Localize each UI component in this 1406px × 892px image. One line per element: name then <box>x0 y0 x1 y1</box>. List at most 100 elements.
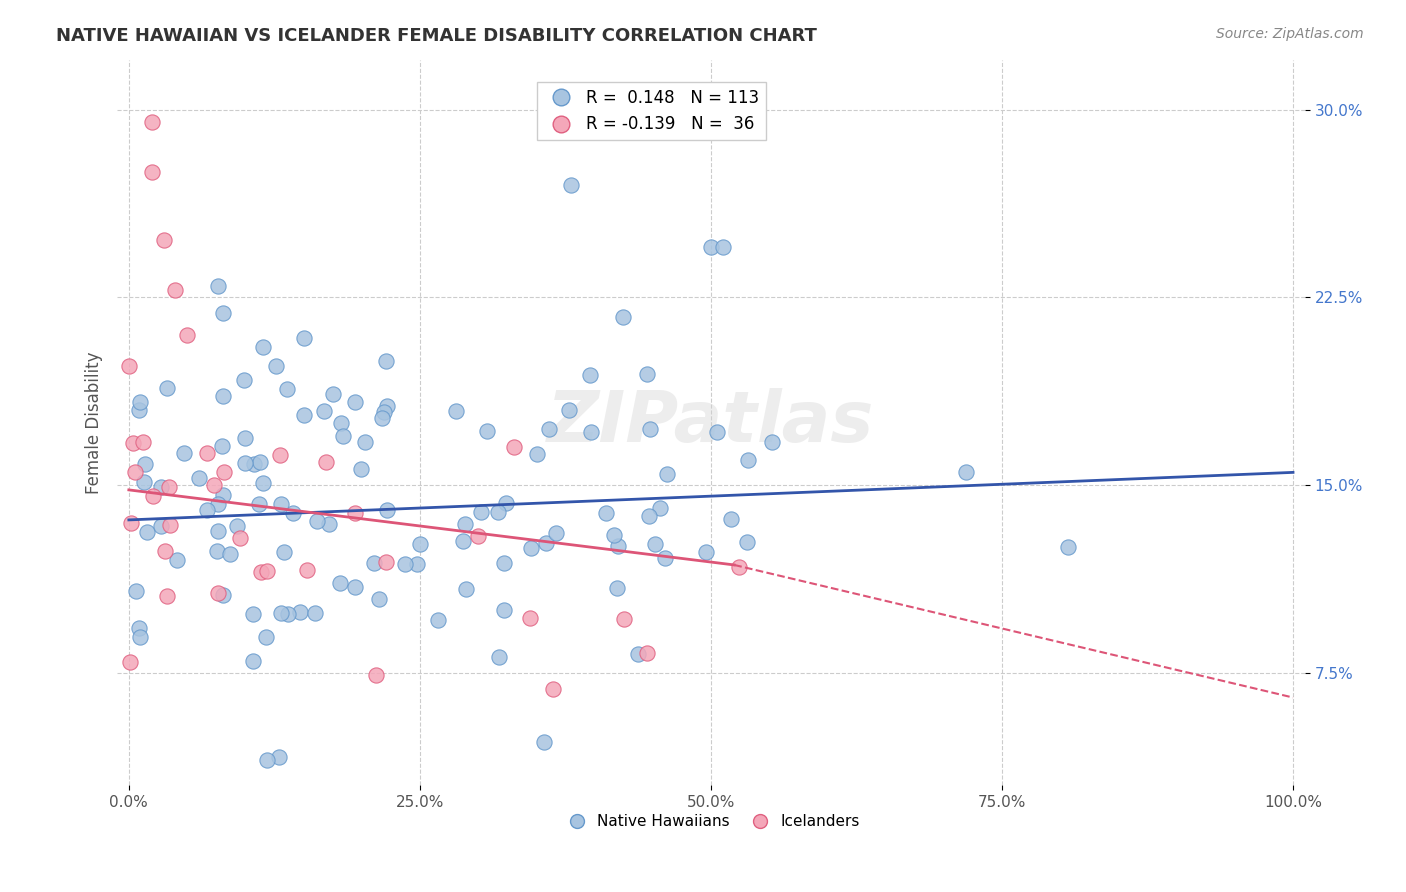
Icelanders <box>214 465 236 479</box>
Icelanders <box>269 448 291 462</box>
Native Hawaiians <box>644 536 666 550</box>
Point <box>711 240 734 254</box>
Native Hawaiians <box>195 502 218 516</box>
Icelanders <box>141 165 163 179</box>
Native Hawaiians <box>128 630 150 644</box>
Native Hawaiians <box>354 434 377 449</box>
Native Hawaiians <box>655 467 678 481</box>
Native Hawaiians <box>132 475 155 489</box>
Icelanders <box>152 233 174 247</box>
Native Hawaiians <box>470 505 492 519</box>
Native Hawaiians <box>648 501 671 516</box>
Native Hawaiians <box>486 505 509 519</box>
Native Hawaiians <box>526 448 548 462</box>
Native Hawaiians <box>129 395 152 409</box>
Native Hawaiians <box>128 622 150 636</box>
Native Hawaiians <box>270 606 292 620</box>
Native Hawaiians <box>638 508 661 523</box>
Icelanders <box>636 646 658 660</box>
Native Hawaiians <box>488 649 510 664</box>
Native Hawaiians <box>706 425 728 439</box>
Icelanders <box>202 477 225 491</box>
Native Hawaiians <box>720 511 742 525</box>
Native Hawaiians <box>136 524 159 539</box>
Native Hawaiians <box>283 506 305 520</box>
Icelanders <box>374 555 396 569</box>
Native Hawaiians <box>149 518 172 533</box>
Native Hawaiians <box>314 404 336 418</box>
Native Hawaiians <box>579 368 602 383</box>
Native Hawaiians <box>304 606 326 620</box>
Icelanders <box>159 517 181 532</box>
Native Hawaiians <box>546 526 568 541</box>
Native Hawaiians <box>276 382 298 396</box>
Native Hawaiians <box>603 528 626 542</box>
Icelanders <box>541 681 564 696</box>
Native Hawaiians <box>344 394 367 409</box>
Text: NATIVE HAWAIIAN VS ICELANDER FEMALE DISABILITY CORRELATION CHART: NATIVE HAWAIIAN VS ICELANDER FEMALE DISA… <box>56 27 817 45</box>
Native Hawaiians <box>322 387 344 401</box>
Native Hawaiians <box>207 543 229 558</box>
Native Hawaiians <box>173 446 195 460</box>
Native Hawaiians <box>269 749 291 764</box>
Native Hawaiians <box>242 607 264 621</box>
Native Hawaiians <box>226 518 249 533</box>
Native Hawaiians <box>427 613 450 627</box>
Native Hawaiians <box>363 557 385 571</box>
Native Hawaiians <box>166 553 188 567</box>
Native Hawaiians <box>125 584 148 599</box>
Native Hawaiians <box>761 434 783 449</box>
Native Hawaiians <box>270 497 292 511</box>
Icelanders <box>366 668 388 682</box>
Icelanders <box>207 586 229 600</box>
Native Hawaiians <box>394 558 416 572</box>
Icelanders <box>613 612 636 626</box>
Native Hawaiians <box>207 524 229 539</box>
Native Hawaiians <box>233 456 256 470</box>
Icelanders <box>343 506 366 520</box>
Native Hawaiians <box>249 455 271 469</box>
Native Hawaiians <box>252 340 274 354</box>
Native Hawaiians <box>494 603 516 617</box>
Native Hawaiians <box>349 462 371 476</box>
Native Hawaiians <box>371 410 394 425</box>
Native Hawaiians <box>373 405 395 419</box>
Native Hawaiians <box>375 399 398 413</box>
Native Hawaiians <box>256 753 278 767</box>
Native Hawaiians <box>654 550 676 565</box>
Native Hawaiians <box>232 373 254 387</box>
Icelanders <box>157 480 180 494</box>
Native Hawaiians <box>454 516 477 531</box>
Native Hawaiians <box>595 506 617 520</box>
Native Hawaiians <box>211 439 233 453</box>
Legend: Native Hawaiians, Icelanders: Native Hawaiians, Icelanders <box>555 808 866 836</box>
Icelanders <box>467 529 489 543</box>
Icelanders <box>142 489 165 503</box>
Native Hawaiians <box>212 588 235 602</box>
Native Hawaiians <box>242 654 264 668</box>
Native Hawaiians <box>375 354 398 368</box>
Icelanders <box>141 115 163 129</box>
Native Hawaiians <box>254 630 277 644</box>
Native Hawaiians <box>737 452 759 467</box>
Native Hawaiians <box>520 541 543 556</box>
Native Hawaiians <box>579 425 602 439</box>
Native Hawaiians <box>367 591 389 606</box>
Native Hawaiians <box>955 465 977 479</box>
Native Hawaiians <box>537 422 560 436</box>
Native Hawaiians <box>607 539 630 553</box>
Native Hawaiians <box>292 331 315 345</box>
Native Hawaiians <box>235 431 257 445</box>
Native Hawaiians <box>211 305 233 319</box>
Native Hawaiians <box>207 497 229 511</box>
Native Hawaiians <box>149 480 172 494</box>
Native Hawaiians <box>409 537 432 551</box>
Icelanders <box>120 655 142 669</box>
Native Hawaiians <box>606 582 628 596</box>
Point <box>560 178 582 192</box>
Native Hawaiians <box>492 556 515 570</box>
Y-axis label: Female Disability: Female Disability <box>86 351 103 493</box>
Icelanders <box>295 563 318 577</box>
Native Hawaiians <box>288 606 311 620</box>
Native Hawaiians <box>1057 540 1080 554</box>
